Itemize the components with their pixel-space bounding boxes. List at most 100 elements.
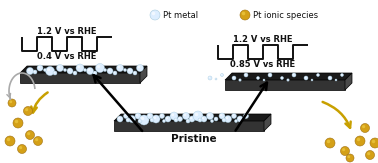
Text: 0.4 V vs RHE: 0.4 V vs RHE <box>37 52 97 61</box>
Circle shape <box>316 74 319 76</box>
Circle shape <box>335 79 337 81</box>
Circle shape <box>26 67 34 74</box>
Circle shape <box>34 136 42 146</box>
Circle shape <box>195 113 198 116</box>
Circle shape <box>327 140 330 143</box>
Circle shape <box>44 69 45 70</box>
Circle shape <box>139 120 140 121</box>
Circle shape <box>56 65 64 72</box>
Circle shape <box>74 72 75 73</box>
Circle shape <box>233 77 234 78</box>
Text: Pristine: Pristine <box>171 134 217 144</box>
Circle shape <box>341 147 350 156</box>
Polygon shape <box>114 114 271 121</box>
Circle shape <box>244 114 246 116</box>
Circle shape <box>68 69 70 71</box>
Circle shape <box>311 79 313 81</box>
Circle shape <box>231 113 237 119</box>
Circle shape <box>187 120 188 121</box>
Circle shape <box>35 138 38 141</box>
Circle shape <box>225 116 231 123</box>
Text: Pt metal: Pt metal <box>163 10 198 20</box>
Circle shape <box>33 70 37 74</box>
Circle shape <box>370 138 378 148</box>
Polygon shape <box>225 80 345 90</box>
Circle shape <box>366 150 375 160</box>
Circle shape <box>341 74 342 75</box>
Text: 0.85 V vs RHE: 0.85 V vs RHE <box>231 60 296 69</box>
Circle shape <box>201 116 207 122</box>
Circle shape <box>7 138 10 141</box>
Circle shape <box>37 65 43 71</box>
Circle shape <box>67 68 73 74</box>
Circle shape <box>211 119 214 123</box>
Circle shape <box>38 66 40 68</box>
Circle shape <box>232 114 234 116</box>
Circle shape <box>287 79 288 80</box>
Circle shape <box>160 114 162 116</box>
Circle shape <box>235 120 236 121</box>
Circle shape <box>126 118 130 122</box>
Circle shape <box>118 66 120 68</box>
Circle shape <box>151 119 152 120</box>
Circle shape <box>287 79 289 81</box>
Text: 1.2 V vs RHE: 1.2 V vs RHE <box>233 35 293 44</box>
Circle shape <box>206 112 214 119</box>
Circle shape <box>357 138 360 141</box>
Circle shape <box>328 76 332 80</box>
Polygon shape <box>264 114 271 131</box>
Circle shape <box>211 120 212 121</box>
Circle shape <box>166 117 168 119</box>
Circle shape <box>28 69 30 71</box>
Circle shape <box>136 65 144 72</box>
Circle shape <box>222 118 226 122</box>
Circle shape <box>361 124 370 133</box>
Circle shape <box>9 100 12 103</box>
Circle shape <box>292 73 296 77</box>
Circle shape <box>97 65 100 68</box>
Circle shape <box>117 116 123 122</box>
Circle shape <box>47 68 50 71</box>
Circle shape <box>88 69 90 71</box>
Circle shape <box>23 106 33 116</box>
Circle shape <box>329 77 330 78</box>
Circle shape <box>118 117 120 119</box>
Text: Pt ionic species: Pt ionic species <box>253 10 318 20</box>
Circle shape <box>165 116 171 122</box>
Circle shape <box>104 68 107 72</box>
Circle shape <box>183 112 189 119</box>
Circle shape <box>362 125 365 128</box>
Circle shape <box>107 68 113 74</box>
Circle shape <box>128 69 130 71</box>
Circle shape <box>113 71 117 75</box>
Circle shape <box>175 119 176 120</box>
Circle shape <box>84 68 87 72</box>
Circle shape <box>5 136 15 146</box>
Circle shape <box>153 116 156 119</box>
Circle shape <box>342 148 345 151</box>
Circle shape <box>114 72 115 73</box>
Circle shape <box>238 117 240 119</box>
Circle shape <box>64 69 65 70</box>
Circle shape <box>221 74 222 75</box>
Circle shape <box>53 71 57 75</box>
Circle shape <box>193 111 203 121</box>
Circle shape <box>281 77 282 78</box>
Circle shape <box>163 120 164 121</box>
Circle shape <box>129 116 135 123</box>
Circle shape <box>335 79 336 80</box>
Circle shape <box>346 154 354 162</box>
Circle shape <box>127 68 133 74</box>
Circle shape <box>13 118 23 128</box>
Circle shape <box>237 116 243 122</box>
Circle shape <box>76 64 84 72</box>
Circle shape <box>178 117 180 119</box>
Circle shape <box>311 79 312 80</box>
Circle shape <box>355 136 365 146</box>
Polygon shape <box>140 66 147 83</box>
Circle shape <box>239 79 241 81</box>
Circle shape <box>269 74 270 75</box>
Circle shape <box>325 138 335 148</box>
Text: 1.2 V vs RHE: 1.2 V vs RHE <box>37 27 97 36</box>
Circle shape <box>347 155 350 158</box>
